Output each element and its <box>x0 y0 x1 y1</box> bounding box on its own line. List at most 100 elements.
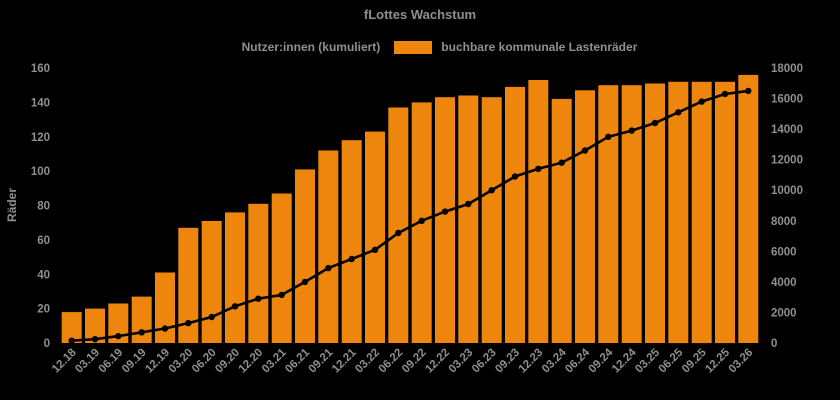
y-tick-label-right: 12000 <box>771 155 803 167</box>
x-tick-label: 03.22 <box>353 347 382 376</box>
line-marker <box>348 255 355 263</box>
x-tick-label: 09.19 <box>120 347 149 376</box>
x-tick-label: 06.24 <box>563 346 592 375</box>
line-marker <box>511 173 519 180</box>
x-tick-label: 12.23 <box>517 347 546 376</box>
x-tick-label: 06.19 <box>97 347 126 376</box>
x-tick-label: 09.20 <box>213 347 242 376</box>
bar <box>131 296 152 343</box>
line-marker <box>185 319 192 327</box>
x-tick-label: 03.19 <box>73 347 102 376</box>
y-tick-label-left: 100 <box>31 166 50 178</box>
bar <box>201 221 222 343</box>
y-tick-label-right: 10000 <box>771 185 803 197</box>
y-tick-label-right: 0 <box>771 338 777 350</box>
line-marker <box>138 329 145 336</box>
bar <box>225 212 245 343</box>
line-marker <box>628 127 635 134</box>
x-tick-label: 03.26 <box>727 347 756 376</box>
y-tick-label-left: 140 <box>31 97 50 109</box>
line-marker <box>115 332 122 340</box>
bar <box>715 81 735 344</box>
x-tick-label: 09.25 <box>680 346 709 375</box>
line-marker <box>208 313 215 321</box>
bar <box>505 86 525 344</box>
line-marker <box>441 208 449 215</box>
bar <box>341 140 362 343</box>
line-marker <box>161 325 169 332</box>
line-marker <box>395 229 402 237</box>
x-tick-label: 03.23 <box>447 347 476 376</box>
bar <box>645 83 665 343</box>
x-tick-label: 09.21 <box>307 346 336 375</box>
x-tick-label: 12.24 <box>610 346 639 375</box>
line-marker <box>371 246 379 253</box>
x-tick-label: 06.21 <box>283 346 312 375</box>
x-tick-label: 06.20 <box>190 347 219 376</box>
bar <box>598 85 619 343</box>
x-tick-label: 06.25 <box>657 346 686 375</box>
bar <box>575 90 595 343</box>
legend-item-bikes: buchbare kommunale Lastenräder <box>394 40 637 54</box>
x-tick-label: 09.24 <box>587 346 616 375</box>
bar <box>435 97 455 343</box>
y-tick-label-right: 14000 <box>771 124 803 136</box>
x-tick-label: 09.22 <box>400 347 429 376</box>
x-tick-label: 06.23 <box>470 347 499 376</box>
y-tick-label-right: 6000 <box>771 246 797 258</box>
bar <box>271 193 292 343</box>
bar <box>61 312 82 343</box>
bar <box>108 303 129 343</box>
bar <box>85 308 105 343</box>
line-marker <box>651 119 659 127</box>
y-tick-label-right: 4000 <box>771 277 797 289</box>
bar <box>738 74 759 344</box>
bar <box>551 98 572 344</box>
line-marker <box>558 159 565 166</box>
x-tick-label: 12.22 <box>423 347 452 376</box>
line-marker <box>535 165 542 172</box>
x-tick-label: 03.24 <box>540 346 569 375</box>
x-tick-label: 03.21 <box>260 346 289 375</box>
bar <box>528 80 549 343</box>
y-tick-label-left: 40 <box>37 269 50 281</box>
y-tick-label-left: 160 <box>31 63 50 75</box>
bar <box>365 131 385 343</box>
line-marker <box>745 87 752 95</box>
line-marker <box>721 90 729 98</box>
line-marker <box>325 264 332 272</box>
line-marker <box>231 303 239 310</box>
legend-label-users: Nutzer:innen (kumuliert) <box>241 40 381 54</box>
line-marker <box>91 336 99 343</box>
legend-label-bikes: buchbare kommunale Lastenräder <box>441 40 638 54</box>
bar <box>178 227 199 343</box>
y-tick-label-left: 20 <box>37 304 50 316</box>
y-tick-label-left: 80 <box>37 201 50 213</box>
line-marker <box>301 278 309 286</box>
x-tick-label: 12.21 <box>330 346 359 375</box>
x-tick-label: 12.19 <box>143 347 172 376</box>
x-tick-label: 03.25 <box>633 346 662 375</box>
line-marker <box>581 147 589 154</box>
bar <box>295 169 315 343</box>
bar <box>155 272 175 343</box>
x-tick-label: 12.18 <box>50 346 79 375</box>
y-tick-label-left: 120 <box>31 132 50 144</box>
x-tick-label: 12.25 <box>703 346 732 375</box>
bar <box>248 203 269 343</box>
bar <box>458 95 479 343</box>
bar <box>481 97 502 343</box>
legend: Nutzer:innen (kumuliert) buchbare kommun… <box>0 40 840 54</box>
x-tick-label: 12.20 <box>237 347 266 376</box>
line-marker <box>675 109 682 116</box>
y-tick-label-left: 0 <box>44 338 50 350</box>
line-marker <box>698 98 705 105</box>
x-tick-label: 03.20 <box>167 347 196 376</box>
bar <box>668 81 689 344</box>
y-tick-label-right: 8000 <box>771 216 797 228</box>
left-axis-title: Räder <box>5 187 19 223</box>
chart-title: fLottes Wachstum <box>363 7 477 22</box>
line-marker <box>278 291 285 299</box>
legend-item-users: Nutzer:innen (kumuliert) <box>202 40 381 54</box>
